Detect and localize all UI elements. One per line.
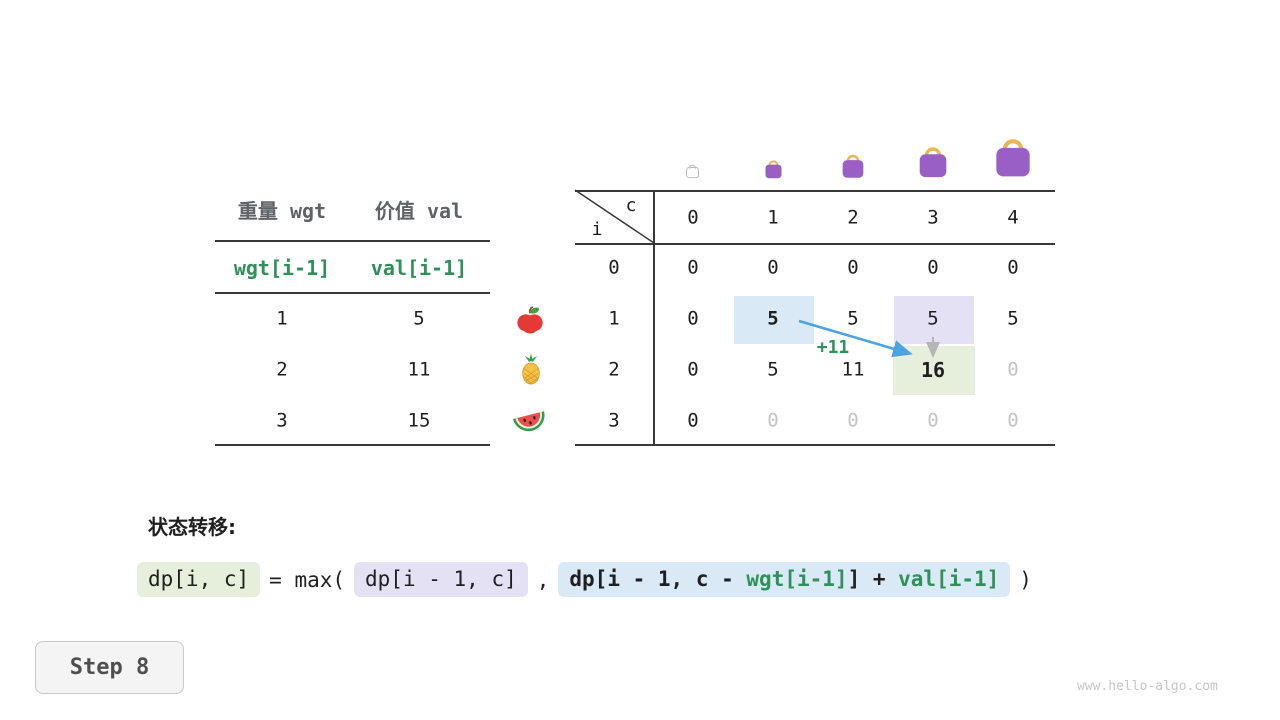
item-2-value: 11 <box>407 358 431 381</box>
formula-dp-take-mid: ] + <box>847 567 899 591</box>
dp-cell-3-1: 0 <box>767 409 779 432</box>
item-3-weight: 3 <box>276 409 288 432</box>
formula-equals-max: = max( <box>269 567 346 592</box>
formula-close-paren: ) <box>1019 567 1032 592</box>
items-table-bottom-rule <box>215 444 490 446</box>
items-table-top-rule <box>215 240 490 242</box>
capacity-4-bag-icon <box>996 139 1030 177</box>
capacity-1-bag-icon <box>765 160 782 179</box>
formula-dp-current: dp[i, c] <box>137 562 261 597</box>
capacity-3-bag-icon <box>919 147 947 178</box>
row-header-2: 2 <box>608 358 620 381</box>
dp-table-vertical-rule <box>653 190 655 446</box>
col-header-1: 1 <box>767 206 779 229</box>
item-2-weight: 2 <box>276 358 288 381</box>
dp-cell-3-0: 0 <box>687 409 699 432</box>
formula-dp-skip: dp[i - 1, c] <box>354 562 528 597</box>
dp-cell-1-0: 0 <box>687 307 699 330</box>
step-indicator-label: Step 8 <box>69 655 150 680</box>
corner-row-var: i <box>591 219 603 240</box>
watermark: www.hello-algo.com <box>1077 679 1218 694</box>
formula-val-term: val[i-1] <box>898 567 1000 591</box>
dp-cell-2-2: 11 <box>841 358 865 381</box>
dp-cell-2-3: 16 <box>920 358 946 382</box>
capacity-2-bag-icon <box>842 154 864 178</box>
dp-cell-2-1: 5 <box>767 358 779 381</box>
dp-table-bottom-rule <box>575 444 1055 446</box>
items-header-wgt: 重量 wgt <box>237 199 327 223</box>
watermelon-icon <box>513 411 545 432</box>
items-var-wgt: wgt[i-1] <box>233 256 331 280</box>
item-3-value: 15 <box>407 409 431 432</box>
formula-comma: , <box>536 567 550 592</box>
dp-table-top-rule <box>575 190 1055 192</box>
dp-cell-2-4: 0 <box>1007 358 1019 381</box>
col-header-3: 3 <box>927 206 939 229</box>
col-header-4: 4 <box>1007 206 1019 229</box>
row-header-0: 0 <box>608 256 620 279</box>
dp-cell-0-3: 0 <box>927 256 939 279</box>
dp-cell-3-4: 0 <box>1007 409 1019 432</box>
dp-cell-3-2: 0 <box>847 409 859 432</box>
dp-table-header-rule <box>575 243 1055 245</box>
formula-wgt-term: wgt[i-1] <box>746 567 848 591</box>
apple-icon <box>517 305 543 334</box>
state-transition-label: 状态转移: <box>148 515 236 539</box>
item-1-weight: 1 <box>276 307 288 330</box>
items-header-val: 价值 val <box>374 199 464 223</box>
col-header-0: 0 <box>687 206 699 229</box>
dp-cell-1-4: 5 <box>1007 307 1019 330</box>
formula-dp-take: dp[i - 1, c - wgt[i-1]] + val[i-1] <box>558 562 1011 597</box>
dp-cell-0-1: 0 <box>767 256 779 279</box>
dp-cell-3-3: 0 <box>927 409 939 432</box>
dp-cell-0-4: 0 <box>1007 256 1019 279</box>
row-header-3: 3 <box>608 409 620 432</box>
dp-cell-1-2: 5 <box>847 307 859 330</box>
dp-cell-0-2: 0 <box>847 256 859 279</box>
col-header-2: 2 <box>847 206 859 229</box>
corner-col-var: c <box>625 195 637 216</box>
dp-cell-1-3: 5 <box>927 307 939 330</box>
row-header-1: 1 <box>608 307 620 330</box>
pineapple-icon <box>522 353 540 385</box>
plus-value-annotation: +11 <box>816 337 850 358</box>
formula-dp-take-prefix: dp[i - 1, c - <box>569 567 747 591</box>
dp-cell-1-1: 5 <box>767 307 779 330</box>
dp-cell-2-0: 0 <box>687 358 699 381</box>
capacity-0-bag-icon <box>686 164 699 179</box>
items-table-mid-rule <box>215 292 490 294</box>
corner-diagonal-line <box>574 189 655 244</box>
item-1-value: 5 <box>413 307 425 330</box>
items-var-val: val[i-1] <box>370 256 468 280</box>
dp-cell-0-0: 0 <box>687 256 699 279</box>
step-indicator: Step 8 <box>35 641 184 694</box>
transition-formula: dp[i, c] = max( dp[i - 1, c] , dp[i - 1,… <box>137 562 1032 597</box>
